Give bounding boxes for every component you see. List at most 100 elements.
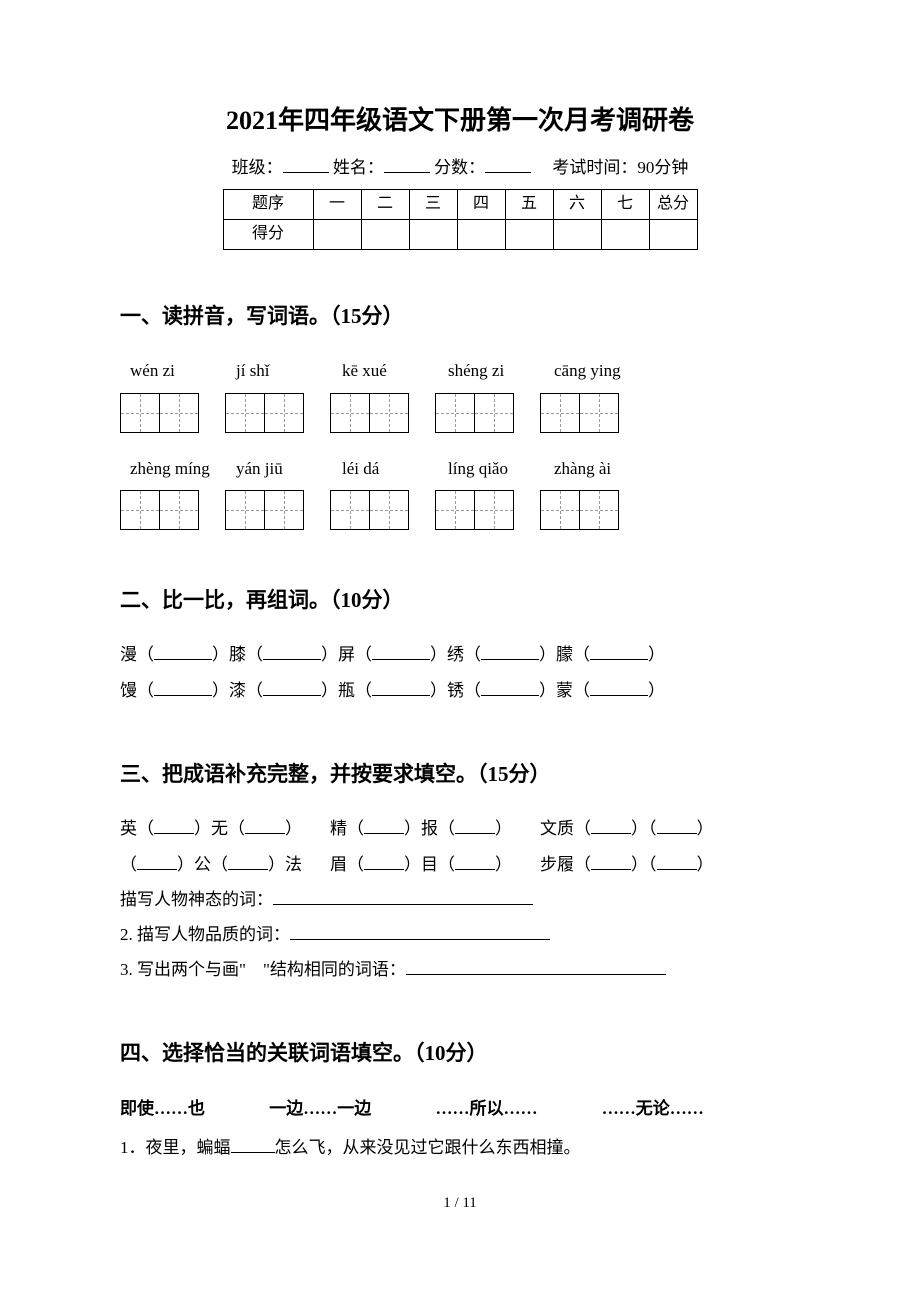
- idiom-text: ）报（: [404, 819, 455, 838]
- compare-blank[interactable]: [263, 680, 321, 696]
- compare-blank[interactable]: [481, 644, 539, 660]
- char-box[interactable]: [264, 490, 304, 530]
- char-box[interactable]: [474, 393, 514, 433]
- pinyin: kē xué: [342, 357, 422, 384]
- char-box[interactable]: [225, 393, 265, 433]
- score-table: 题序 一 二 三 四 五 六 七 总分 得分: [223, 189, 698, 250]
- idiom-blank[interactable]: [657, 818, 697, 834]
- char-box[interactable]: [435, 393, 475, 433]
- compare-blank[interactable]: [154, 644, 212, 660]
- char-box[interactable]: [369, 490, 409, 530]
- row1-label: 题序: [223, 189, 313, 219]
- compare-row-1: 漫（）膝（）屏（）绣（）朦（）: [120, 641, 800, 668]
- idiom-blank[interactable]: [364, 854, 404, 870]
- pinyin-row-1: wén zi jí shǐ kē xué shéng zi cāng ying: [120, 357, 800, 384]
- idiom-blank[interactable]: [245, 818, 285, 834]
- char-box[interactable]: [225, 490, 265, 530]
- compare-blank[interactable]: [372, 644, 430, 660]
- col-1: 一: [313, 189, 361, 219]
- idiom-blank[interactable]: [364, 818, 404, 834]
- close-paren: ）: [539, 645, 556, 664]
- class-blank[interactable]: [283, 155, 329, 173]
- compare-blank[interactable]: [481, 680, 539, 696]
- fill-3: 3. 写出两个与画" "结构相同的词语：: [120, 956, 800, 983]
- idiom-group: 步履（）（）: [540, 851, 714, 878]
- close-paren: ）: [321, 681, 338, 700]
- score-cell[interactable]: [553, 219, 601, 249]
- score-cell[interactable]: [505, 219, 553, 249]
- score-cell[interactable]: [361, 219, 409, 249]
- char-box[interactable]: [579, 393, 619, 433]
- char-box-group: [330, 490, 409, 530]
- col-6: 六: [553, 189, 601, 219]
- char-box[interactable]: [330, 490, 370, 530]
- char-box-row-2: [120, 490, 800, 530]
- section-2: 二、比一比，再组词。（10分） 漫（）膝（）屏（）绣（）朦（） 馒（）漆（）瓶（…: [120, 584, 800, 704]
- char-box-row-1: [120, 393, 800, 433]
- sentence-start: 1．夜里，蝙蝠: [120, 1138, 231, 1157]
- compare-blank[interactable]: [372, 680, 430, 696]
- char-box[interactable]: [540, 490, 580, 530]
- close-paren: ）: [212, 645, 229, 664]
- pinyin: wén zi: [130, 357, 210, 384]
- section4-heading: 四、选择恰当的关联词语填空。（10分）: [120, 1037, 800, 1071]
- char-box[interactable]: [474, 490, 514, 530]
- compare-char: 绣（: [447, 645, 481, 664]
- char-box[interactable]: [369, 393, 409, 433]
- char-box[interactable]: [120, 490, 160, 530]
- idiom-blank[interactable]: [591, 854, 631, 870]
- name-blank[interactable]: [384, 155, 430, 173]
- compare-blank[interactable]: [590, 644, 648, 660]
- info-line: 班级： 姓名： 分数： 考试时间：90分钟: [120, 154, 800, 181]
- fill-blank[interactable]: [406, 959, 666, 975]
- idiom-blank[interactable]: [154, 818, 194, 834]
- idiom-blank[interactable]: [591, 818, 631, 834]
- idiom-text: ）: [697, 819, 714, 838]
- char-box-group: [435, 393, 514, 433]
- fill-blank[interactable]: [273, 889, 533, 905]
- section1-heading: 一、读拼音，写词语。（15分）: [120, 300, 800, 334]
- char-box-group: [330, 393, 409, 433]
- time-label: 考试时间：90分钟: [552, 158, 688, 177]
- compare-char: 锈（: [447, 681, 481, 700]
- close-paren: ）: [212, 681, 229, 700]
- char-box[interactable]: [579, 490, 619, 530]
- idiom-text: ）: [697, 855, 714, 874]
- char-box[interactable]: [264, 393, 304, 433]
- char-box-group: [120, 490, 199, 530]
- score-cell[interactable]: [601, 219, 649, 249]
- name-label: 姓名：: [333, 158, 384, 177]
- idiom-text: ）目（: [404, 855, 455, 874]
- sentence-1: 1．夜里，蝙蝠怎么飞，从来没见过它跟什么东西相撞。: [120, 1134, 800, 1161]
- char-box[interactable]: [330, 393, 370, 433]
- score-cell[interactable]: [649, 219, 697, 249]
- char-box[interactable]: [159, 393, 199, 433]
- compare-blank[interactable]: [263, 644, 321, 660]
- fill-2: 2. 描写人物品质的词：: [120, 921, 800, 948]
- compare-blank[interactable]: [154, 680, 212, 696]
- score-blank[interactable]: [485, 155, 531, 173]
- idiom-blank[interactable]: [137, 854, 177, 870]
- fill-blank[interactable]: [290, 924, 550, 940]
- idiom-group: 文质（）（）: [540, 815, 714, 842]
- idiom-blank[interactable]: [228, 854, 268, 870]
- char-box[interactable]: [540, 393, 580, 433]
- idiom-text: （: [120, 855, 137, 874]
- close-paren: ）: [648, 681, 665, 700]
- section3-heading: 三、把成语补充完整，并按要求填空。（15分）: [120, 758, 800, 792]
- idiom-blank[interactable]: [455, 854, 495, 870]
- score-cell[interactable]: [409, 219, 457, 249]
- compare-blank[interactable]: [590, 680, 648, 696]
- col-2: 二: [361, 189, 409, 219]
- close-paren: ）: [539, 681, 556, 700]
- char-box[interactable]: [159, 490, 199, 530]
- char-box[interactable]: [435, 490, 475, 530]
- idiom-blank[interactable]: [657, 854, 697, 870]
- idiom-blank[interactable]: [455, 818, 495, 834]
- option: ……所以……: [436, 1099, 538, 1118]
- char-box[interactable]: [120, 393, 160, 433]
- sentence-blank[interactable]: [231, 1137, 275, 1153]
- score-cell[interactable]: [313, 219, 361, 249]
- score-cell[interactable]: [457, 219, 505, 249]
- idiom-row-1: 英（）无（）精（）报（）文质（）（）: [120, 815, 800, 842]
